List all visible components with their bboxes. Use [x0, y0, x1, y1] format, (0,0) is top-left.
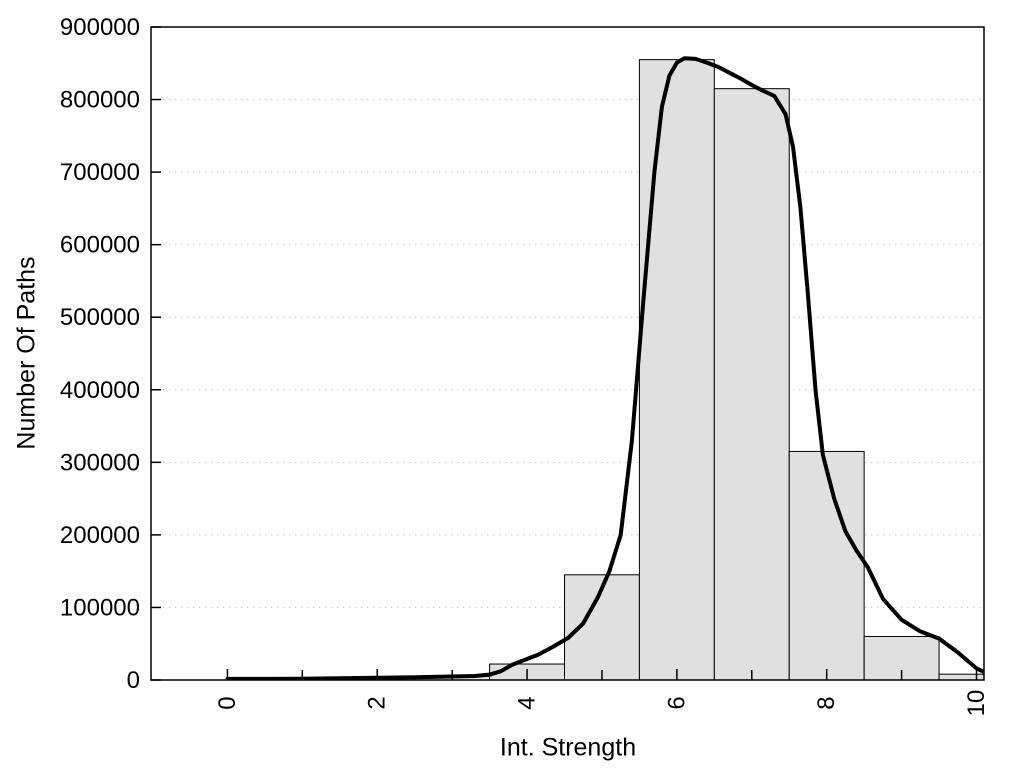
x-tick-label: 8: [813, 696, 840, 709]
y-axis-title: Number Of Paths: [12, 256, 41, 450]
y-tick-label: 700000: [60, 159, 140, 186]
x-axis-title: Int. Strength: [499, 733, 637, 762]
y-tick-label: 500000: [60, 304, 140, 331]
histogram-bar: [938, 673, 984, 680]
x-axis: 0 2 4 6 8 10: [214, 669, 990, 716]
y-tick-label: 100000: [60, 594, 140, 621]
plot-border: [150, 26, 985, 681]
y-tick-label: 200000: [60, 522, 140, 549]
histogram-bar: [713, 88, 790, 680]
x-tick-label: 4: [514, 696, 541, 709]
y-tick-label: 800000: [60, 87, 140, 114]
y-axis: 0 100000 200000 300000 400000 500000 600000 700…: [60, 14, 161, 694]
y-tick-label: 0: [127, 667, 140, 694]
gridlines: [151, 99, 984, 608]
y-tick-label: 400000: [60, 377, 140, 404]
histogram-bar: [788, 450, 865, 680]
y-tick-label: 600000: [60, 232, 140, 259]
y-tick-label: 900000: [60, 14, 140, 41]
x-tick-label: 10: [963, 690, 990, 717]
x-tick-label: 6: [663, 696, 690, 709]
histogram-bars: [414, 59, 984, 680]
histogram-bar: [638, 59, 715, 680]
x-tick-label: 0: [214, 696, 241, 709]
x-tick-label: 2: [364, 696, 391, 709]
y-tick-label: 300000: [60, 449, 140, 476]
smoothed-distribution-curve: [225, 56, 984, 680]
